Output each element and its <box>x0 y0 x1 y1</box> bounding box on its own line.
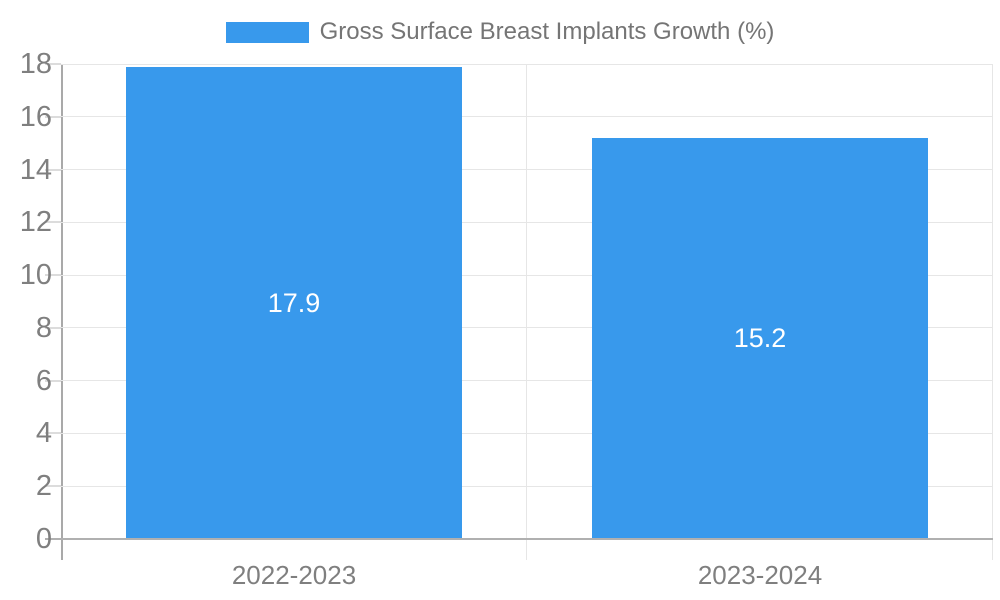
gridline <box>61 380 993 382</box>
gridline <box>61 116 993 118</box>
y-tick-label: 0 <box>35 523 52 555</box>
y-tick-label: 18 <box>19 48 52 80</box>
bar-value-label: 17.9 <box>267 287 321 318</box>
y-tick-label: 10 <box>19 259 52 292</box>
gridline <box>61 274 993 276</box>
vertical-gridline <box>526 64 527 560</box>
y-axis-line <box>61 64 63 560</box>
y-axis-tick <box>45 63 61 65</box>
y-axis-tick <box>45 221 61 224</box>
bar-value-label: 15.2 <box>733 323 787 354</box>
y-tick-label: 8 <box>35 311 52 344</box>
y-tick-label: 16 <box>19 100 52 133</box>
x-tick-label: 2022-2023 <box>231 560 357 590</box>
y-axis-tick <box>45 274 61 277</box>
gridline <box>61 485 993 487</box>
legend-label: Gross Surface Breast Implants Growth (%) <box>319 18 775 45</box>
gridline <box>61 221 993 223</box>
gridline <box>61 63 993 65</box>
legend: Gross Surface Breast Implants Growth (%) <box>0 18 1000 46</box>
y-tick-label: 12 <box>19 206 52 239</box>
y-tick-label: 6 <box>35 364 52 397</box>
y-axis-tick <box>45 379 61 382</box>
vertical-gridline <box>992 64 993 560</box>
legend-swatch <box>225 21 309 43</box>
x-tick-label: 2023-2024 <box>697 560 823 590</box>
bar[interactable]: 15.2 <box>592 137 928 539</box>
y-axis-tick <box>45 168 61 171</box>
y-axis-tick <box>45 115 61 118</box>
y-axis-tick <box>45 485 61 488</box>
y-axis-tick <box>45 326 61 329</box>
y-axis-tick <box>45 432 61 435</box>
gridline <box>61 432 993 434</box>
gridline <box>61 169 993 171</box>
gridline <box>61 327 993 329</box>
bar[interactable]: 17.9 <box>126 66 462 539</box>
y-tick-label: 14 <box>19 153 52 186</box>
plot-area: 17.9 15.2 <box>45 63 993 560</box>
x-axis-baseline <box>45 538 993 540</box>
y-tick-label: 4 <box>35 417 52 450</box>
y-tick-label: 2 <box>35 470 52 503</box>
